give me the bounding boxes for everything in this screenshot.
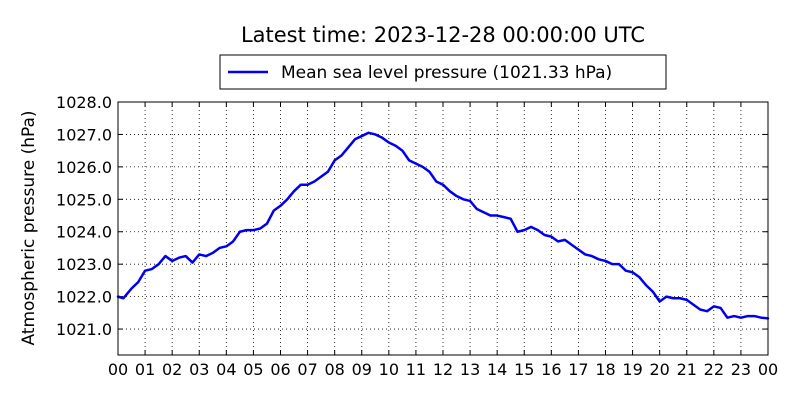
x-tick-label: 07 — [297, 360, 317, 379]
x-tick-label: 23 — [731, 360, 751, 379]
x-tick-label: 21 — [677, 360, 697, 379]
x-tick-label: 03 — [189, 360, 209, 379]
y-tick-label: 1022.0 — [56, 288, 112, 307]
y-axis-tick-labels: 1021.0 1022.0 1023.0 1024.0 1025.0 1026.0 1027… — [56, 93, 112, 339]
x-tick-label: 05 — [243, 360, 263, 379]
plot-frame — [117, 101, 769, 356]
series-line-mslp — [116, 131, 770, 320]
x-tick-label: 06 — [270, 360, 290, 379]
y-tick-label: 1021.0 — [56, 320, 112, 339]
x-tick-label: 10 — [379, 360, 399, 379]
y-tick-label: 1024.0 — [56, 223, 112, 242]
x-tick-label: 14 — [487, 360, 507, 379]
x-tick-label: 11 — [406, 360, 426, 379]
x-tick-label: 22 — [704, 360, 724, 379]
x-tick-label: 00 — [758, 360, 778, 379]
x-tick-label: 00 — [108, 360, 128, 379]
y-tick-label: 1027.0 — [56, 125, 112, 144]
axis-ticks — [117, 101, 769, 355]
legend-box — [219, 54, 667, 90]
y-tick-label: 1023.0 — [56, 255, 112, 274]
x-tick-label: 15 — [514, 360, 534, 379]
x-tick-label: 20 — [649, 360, 669, 379]
y-axis-label: Atmospheric pressure (hPa) — [19, 110, 39, 345]
series-layer — [116, 131, 770, 320]
x-tick-label: 16 — [541, 360, 561, 379]
x-tick-label: 13 — [460, 360, 480, 379]
legend-entry-mslp: Mean sea level pressure (1021.33 hPa) — [281, 63, 612, 83]
x-axis-tick-labels: 00 01 02 03 04 05 06 07 08 09 10 11 12 13 14 15 16 17 18 19… — [108, 360, 778, 379]
legend: Mean sea level pressure (1021.33 hPa) — [219, 54, 667, 90]
y-tick-label: 1026.0 — [56, 158, 112, 177]
x-tick-label: 19 — [622, 360, 642, 379]
x-tick-label: 09 — [352, 360, 372, 379]
x-tick-label: 12 — [433, 360, 453, 379]
grid-lines — [118, 102, 768, 355]
x-tick-label: 01 — [135, 360, 155, 379]
chart-title: Latest time: 2023-12-28 00:00:00 UTC — [241, 23, 645, 47]
y-tick-label: 1028.0 — [56, 93, 112, 112]
x-tick-label: 17 — [568, 360, 588, 379]
x-tick-label: 04 — [216, 360, 236, 379]
x-tick-label: 18 — [595, 360, 615, 379]
y-tick-label: 1025.0 — [56, 190, 112, 209]
x-tick-label: 02 — [162, 360, 182, 379]
x-tick-label: 08 — [324, 360, 344, 379]
